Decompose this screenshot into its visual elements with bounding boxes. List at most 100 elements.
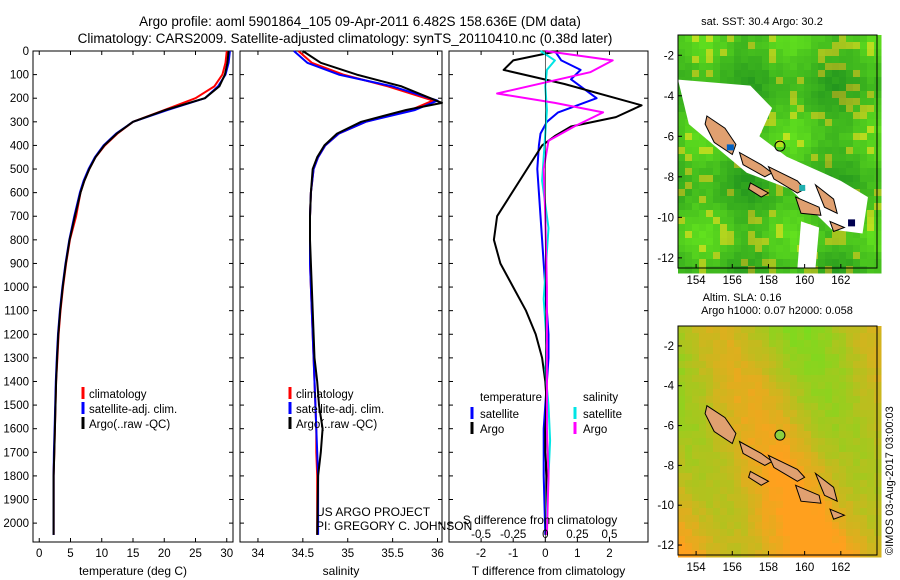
island [704, 404, 737, 445]
map-pixel [846, 168, 854, 176]
map-pixel [846, 112, 854, 120]
map-pixel [699, 266, 707, 274]
map-pixel [811, 42, 819, 50]
map-pixel [706, 217, 714, 225]
map-pixel [755, 550, 763, 558]
map-pixel [874, 91, 882, 99]
map-pixel [699, 77, 707, 85]
map-pixel [860, 224, 868, 232]
map-pixel [846, 182, 854, 190]
map-pixel [867, 133, 875, 141]
map-pixel [776, 424, 784, 432]
map-pixel [762, 119, 770, 127]
map-pixel [713, 217, 721, 225]
map-pixel [825, 515, 833, 523]
map-pixel [860, 326, 868, 334]
map-pixel [839, 515, 847, 523]
map-pixel [874, 231, 882, 239]
map-pixel [748, 224, 756, 232]
map-pixel [860, 266, 868, 274]
map-pixel [783, 536, 791, 544]
map-pixel [706, 49, 714, 57]
map-pixel [839, 445, 847, 453]
map-pixel [776, 508, 784, 516]
series-line-argo-raw-qc- [52, 50, 230, 535]
map-pixel [748, 245, 756, 253]
map-pixel [832, 354, 840, 362]
map-pixel [734, 210, 742, 218]
map-pixel [699, 508, 707, 516]
map-pixel [706, 326, 714, 334]
y-tick-label: 300 [10, 117, 29, 129]
map-pixel [727, 203, 735, 211]
plot-frame [239, 50, 443, 543]
map-pixel [783, 431, 791, 439]
map-pixel [874, 133, 882, 141]
map-pixel [748, 536, 756, 544]
map-pixel [713, 452, 721, 460]
map-pixel [678, 515, 686, 523]
map-pixel [790, 522, 798, 530]
map-pixel [776, 368, 784, 376]
map-pixel [713, 459, 721, 467]
map-pixel [769, 382, 777, 390]
map-pixel [685, 375, 693, 383]
x-tick-label: -2 [476, 548, 486, 560]
map-pixel [853, 119, 861, 127]
map-pixel [797, 424, 805, 432]
map-pixel [783, 133, 791, 141]
map-pixel [685, 508, 693, 516]
map-pixel [846, 480, 854, 488]
map-pixel [748, 259, 756, 267]
map-pixel [727, 259, 735, 267]
x-tick-label: 5 [67, 548, 73, 560]
map-pixel [783, 375, 791, 383]
map-pixel [762, 417, 770, 425]
map-pixel [769, 466, 777, 474]
series-line-climatology [297, 50, 434, 535]
map-pixel [699, 182, 707, 190]
map-pixel [874, 266, 882, 274]
map-pixel [825, 84, 833, 92]
map-pixel [720, 326, 728, 334]
map-pixel [839, 161, 847, 169]
map-pixel [755, 466, 763, 474]
y-tick-label: 700 [10, 211, 29, 223]
map-pixel [699, 536, 707, 544]
map-pixel [832, 368, 840, 376]
map-pixel [804, 529, 812, 537]
map-pixel [685, 126, 693, 134]
map-pixel [804, 473, 812, 481]
map-pixel [720, 154, 728, 162]
map-pixel [685, 347, 693, 355]
map-pixel [755, 368, 763, 376]
map-pixel [706, 147, 714, 155]
map-pixel [678, 126, 686, 134]
map-pixel [769, 515, 777, 523]
map-pixel [790, 459, 798, 467]
s-tick-label: 0.25 [566, 529, 588, 541]
map-pixel [867, 70, 875, 78]
map-pixel [860, 119, 868, 127]
map-pixel [762, 84, 770, 92]
map-pixel [783, 543, 791, 551]
map-pixel [874, 105, 882, 113]
map-pixel [839, 245, 847, 253]
map-pixel [713, 245, 721, 253]
map-pixel [846, 529, 854, 537]
map-pixel [783, 119, 791, 127]
map-pixel [783, 189, 791, 197]
map-pixel [860, 480, 868, 488]
map-pixel [727, 382, 735, 390]
map-pixel [790, 487, 798, 495]
map-pixel [741, 231, 749, 239]
map-pixel [755, 522, 763, 530]
map-pixel [825, 245, 833, 253]
map-pixel [853, 35, 861, 43]
map-pixel [720, 252, 728, 260]
map-pixel [678, 35, 686, 43]
map-pixel [692, 487, 700, 495]
map-pixel [874, 508, 882, 516]
map-pixel [867, 224, 875, 232]
map-pixel [804, 438, 812, 446]
